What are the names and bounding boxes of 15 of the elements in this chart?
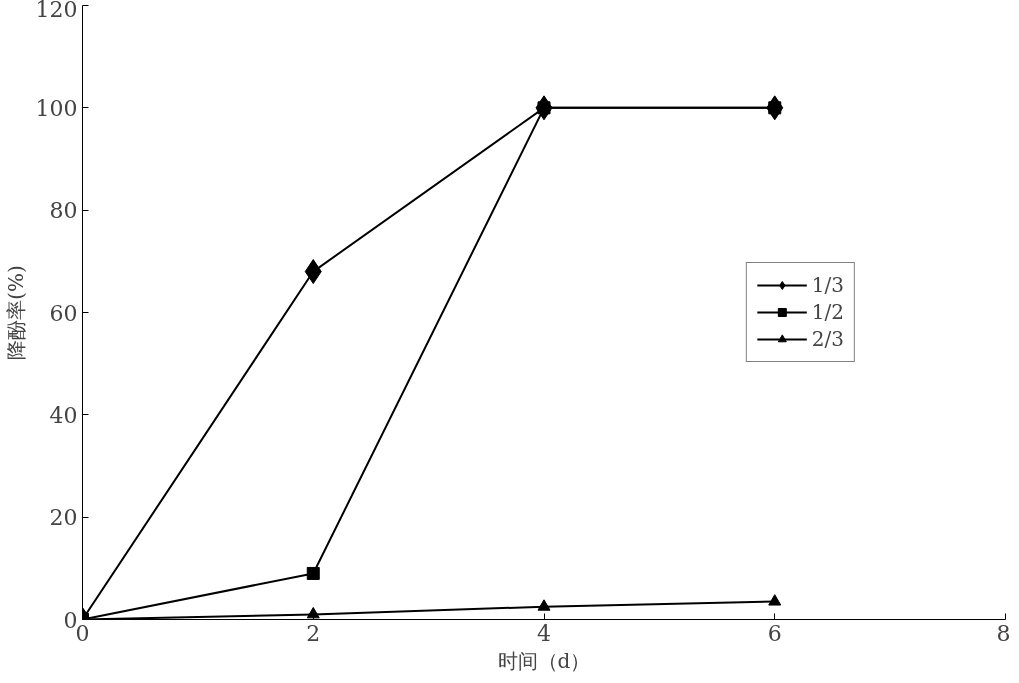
- x-tick-label: 6: [767, 620, 782, 646]
- x-tick-label: 2: [306, 620, 321, 646]
- x-axis-title: 时间（d）: [497, 648, 591, 673]
- y-axis-title: 降酚率(%): [3, 265, 28, 360]
- legend-label: 2/3: [811, 327, 844, 351]
- y-tick-label: 20: [49, 505, 78, 531]
- y-tick-label: 100: [35, 95, 78, 121]
- y-tick-label: 60: [49, 300, 78, 326]
- y-tick-label: 120: [35, 0, 78, 22]
- x-tick-label: 8: [996, 620, 1011, 646]
- x-tick-label: 4: [537, 620, 551, 646]
- legend-label: 1/3: [811, 273, 844, 297]
- y-tick-label: 80: [49, 198, 78, 224]
- y-tick-label: 40: [49, 402, 78, 428]
- legend-label: 1/2: [811, 300, 844, 324]
